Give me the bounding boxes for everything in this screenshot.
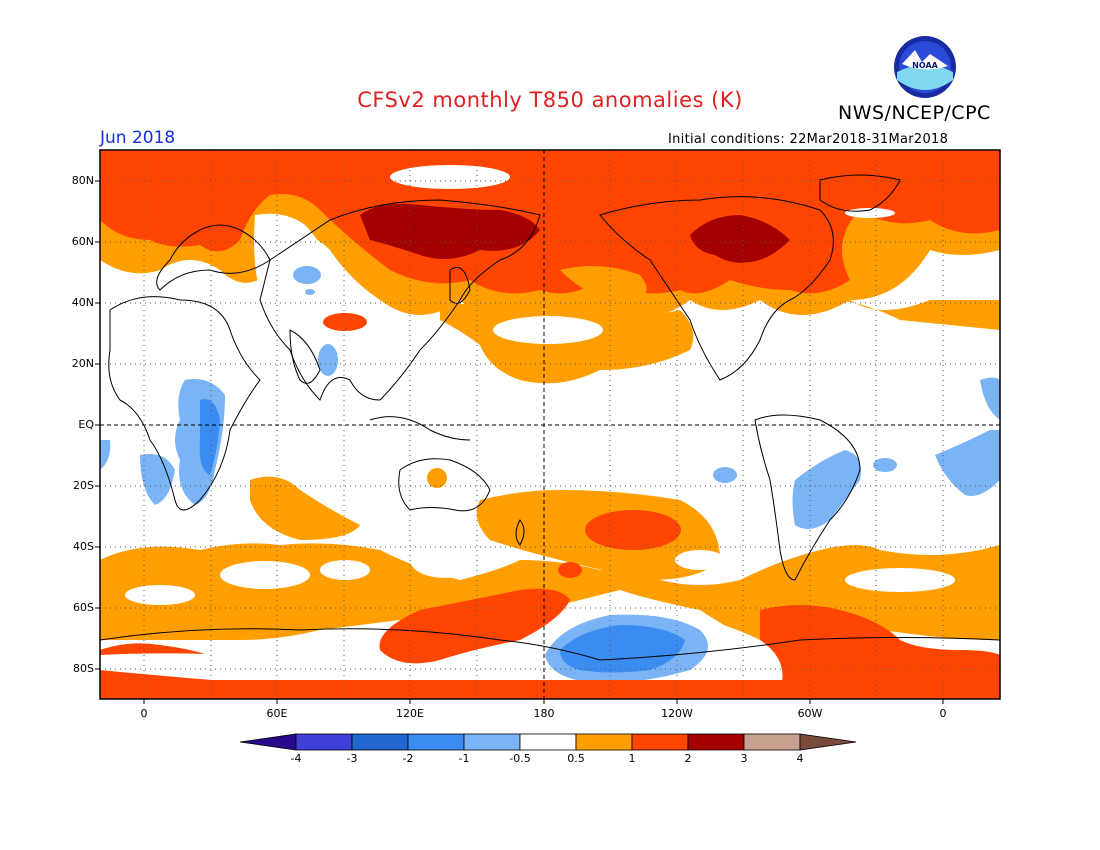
lon-label-60w: 60W (797, 707, 823, 720)
colorbar-label: -3 (346, 752, 358, 765)
lon-label-0: 0 (140, 707, 148, 720)
lat-label-40s: 40S (73, 540, 94, 553)
lat-label-eq: EQ (78, 418, 94, 431)
colorbar-label: -0.5 (509, 752, 531, 765)
colorbar-label: -1 (458, 752, 470, 765)
lon-label-180: 180 (533, 707, 555, 720)
colorbar-label: 0.5 (567, 752, 585, 765)
lat-label-80s: 80S (73, 662, 94, 675)
lat-label-60n: 60N (71, 235, 94, 248)
month-label: Jun 2018 (100, 128, 176, 148)
initial-conditions-label: Initial conditions: 22Mar2018-31Mar2018 (668, 132, 949, 147)
lon-label-0-east: 0 (939, 707, 947, 720)
colorbar-label: 2 (684, 752, 692, 765)
colorbar-label: -2 (402, 752, 414, 765)
lon-label-120w: 120W (661, 707, 693, 720)
map-title: CFSv2 monthly T850 anomalies (K) (357, 88, 743, 112)
lat-label-20n: 20N (71, 357, 94, 370)
lon-label-120e: 120E (396, 707, 424, 720)
lat-label-40n: 40N (71, 296, 94, 309)
lat-label-20s: 20S (73, 479, 94, 492)
lat-label-80n: 80N (71, 174, 94, 187)
org-label: NWS/NCEP/CPC (838, 102, 991, 124)
colorbar-label: 4 (796, 752, 804, 765)
lat-label-60s: 60S (73, 601, 94, 614)
colorbar-label: 1 (628, 752, 636, 765)
lon-label-60e: 60E (266, 707, 288, 720)
colorbar-label: -4 (290, 752, 302, 765)
colorbar-label: 3 (740, 752, 748, 765)
